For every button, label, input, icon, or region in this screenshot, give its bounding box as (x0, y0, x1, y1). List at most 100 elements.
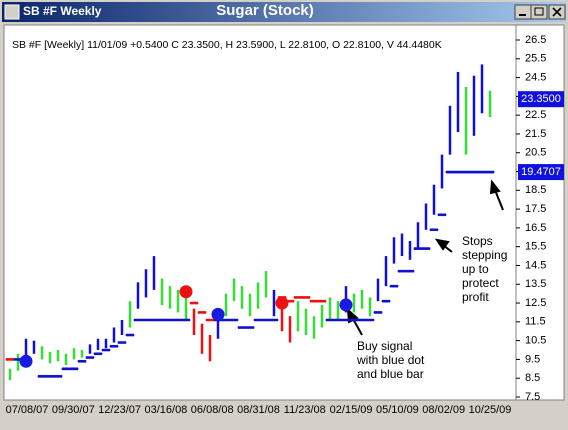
stop-dot (293, 296, 297, 299)
stop-dots (109, 344, 119, 348)
stop-dots (197, 311, 207, 314)
signal-dot (211, 307, 225, 321)
window-buttons (514, 4, 566, 20)
stop-dot (409, 269, 413, 273)
x-tick-label: 02/15/09 (330, 404, 373, 416)
stop-dot (329, 318, 333, 322)
stop-dots (157, 318, 167, 322)
price-label-box (518, 91, 564, 108)
stop-dots (341, 318, 351, 322)
stop-dot (397, 269, 401, 273)
stop-dot (413, 247, 417, 250)
stop-dot (463, 170, 467, 174)
stop-dot (263, 318, 267, 322)
stop-dot (405, 269, 409, 273)
stop-dot (257, 318, 261, 322)
minimize-button[interactable] (514, 4, 532, 20)
stop-dot (231, 318, 235, 322)
y-tick-label: 20.5 (525, 147, 546, 159)
stop-dots (485, 170, 495, 174)
stop-dot (107, 348, 111, 352)
stop-dot (271, 318, 275, 322)
stop-dot (363, 318, 367, 322)
stop-dots (205, 318, 215, 322)
stop-dot (483, 170, 487, 174)
stop-dot (433, 228, 437, 232)
maximize-button[interactable] (530, 4, 548, 20)
stop-dots (101, 348, 111, 352)
x-tick-label: 08/02/09 (422, 404, 465, 416)
annotation: profit (462, 290, 489, 304)
stop-dot (387, 299, 391, 303)
stop-dots (77, 359, 87, 363)
y-tick-label: 14.5 (525, 259, 546, 271)
stop-dot (165, 318, 169, 322)
x-tick-label: 06/08/08 (191, 404, 234, 416)
stop-dot (385, 299, 389, 303)
stop-dot (79, 359, 83, 363)
stop-dot (95, 352, 99, 356)
stop-dot (101, 348, 105, 352)
stop-dot (51, 374, 55, 378)
stop-dots (229, 318, 239, 322)
stop-dots (125, 333, 135, 337)
stop-dot (163, 318, 167, 322)
stop-dots (429, 228, 439, 232)
stop-dots (421, 247, 431, 250)
stop-dot (265, 318, 269, 322)
stop-dot (319, 299, 323, 303)
stop-dots (261, 318, 271, 322)
price-label-box (518, 164, 564, 181)
stop-dot (477, 170, 481, 174)
stop-dot (201, 311, 205, 314)
x-tick-label: 05/10/09 (376, 404, 419, 416)
stop-dots (477, 170, 487, 174)
stop-dot (251, 326, 255, 329)
stop-dots (381, 299, 391, 303)
stop-dot (111, 344, 115, 348)
stop-dot (189, 301, 193, 305)
stop-dot (375, 311, 379, 314)
stop-dot (85, 356, 89, 359)
stop-dot (13, 358, 17, 361)
stop-dot (491, 170, 495, 174)
stop-dot (193, 301, 197, 305)
stop-dot (187, 318, 191, 322)
stop-dot (49, 374, 53, 378)
stop-dot (353, 318, 357, 322)
stop-dot (245, 326, 249, 329)
stop-dot (151, 318, 155, 322)
stop-dots (405, 269, 415, 273)
stop-dot (243, 326, 247, 329)
stop-dot (9, 358, 13, 361)
stop-dots (165, 318, 175, 322)
y-tick-label: 15.5 (525, 241, 546, 253)
stop-dot (325, 318, 329, 322)
y-tick-label: 24.5 (525, 71, 546, 83)
stop-dot (419, 247, 423, 250)
stop-dot (415, 247, 419, 250)
x-tick-label: 11/23/08 (284, 404, 326, 416)
stop-dot (455, 170, 459, 174)
stop-dot (439, 213, 443, 217)
stop-dot (129, 333, 133, 337)
annotation: and blue bar (357, 367, 424, 381)
stop-dot (341, 318, 345, 322)
stop-dot (313, 299, 317, 303)
stop-dots (253, 318, 263, 322)
stop-dot (457, 170, 461, 174)
stop-dot (65, 367, 69, 371)
stop-dot (93, 352, 97, 356)
stop-dots (149, 318, 159, 322)
stop-dot (365, 318, 369, 322)
y-tick-label: 13.5 (525, 278, 546, 290)
stop-dot (475, 170, 479, 174)
stop-dot (489, 170, 493, 174)
stop-dot (157, 318, 161, 322)
stop-dot (207, 318, 211, 322)
stop-dot (351, 318, 355, 322)
stop-dot (127, 333, 131, 337)
stop-dot (7, 358, 11, 361)
stop-dots (69, 367, 79, 371)
stop-dot (427, 247, 431, 250)
